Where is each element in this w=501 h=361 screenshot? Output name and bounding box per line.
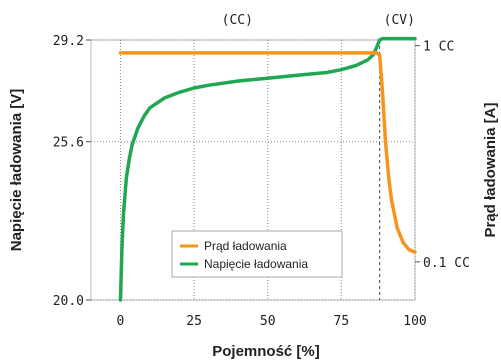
y-tick-label: 20.0 <box>53 294 84 309</box>
phase-labels: (CC) (CV) <box>222 13 415 28</box>
legend-label-voltage: Napięcie ładowania <box>204 257 308 271</box>
x-tick-label: 0 <box>117 314 125 329</box>
ticks: 0 25 50 75 100 20.0 25.6 29.2 1 CC 0.1 CC <box>53 34 470 329</box>
x-axis-label: Pojemność [%] <box>212 343 320 360</box>
y2-axis-label: Prąd ładowania [A] <box>482 102 499 237</box>
legend-label-current: Prąd ładowania <box>204 239 287 253</box>
y-tick-label: 29.2 <box>53 34 84 49</box>
phase-label: (CC) <box>222 13 253 28</box>
y2-tick-label: 0.1 CC <box>423 256 470 271</box>
phase-label: (CV) <box>384 13 415 28</box>
y2-tick-label: 1 CC <box>423 40 454 55</box>
legend-box <box>171 230 343 278</box>
x-tick-label: 50 <box>260 314 276 329</box>
x-tick-label: 75 <box>334 314 350 329</box>
series-layer <box>118 36 417 302</box>
x-tick-label: 25 <box>186 314 202 329</box>
y-tick-label: 25.6 <box>53 136 84 151</box>
y-axis-label: Napięcie ładowania [V] <box>8 89 25 252</box>
x-tick-label: 100 <box>403 314 426 329</box>
series-line-current <box>118 51 417 254</box>
legend: Prąd ładowania Napięcie ładowania <box>171 230 343 278</box>
